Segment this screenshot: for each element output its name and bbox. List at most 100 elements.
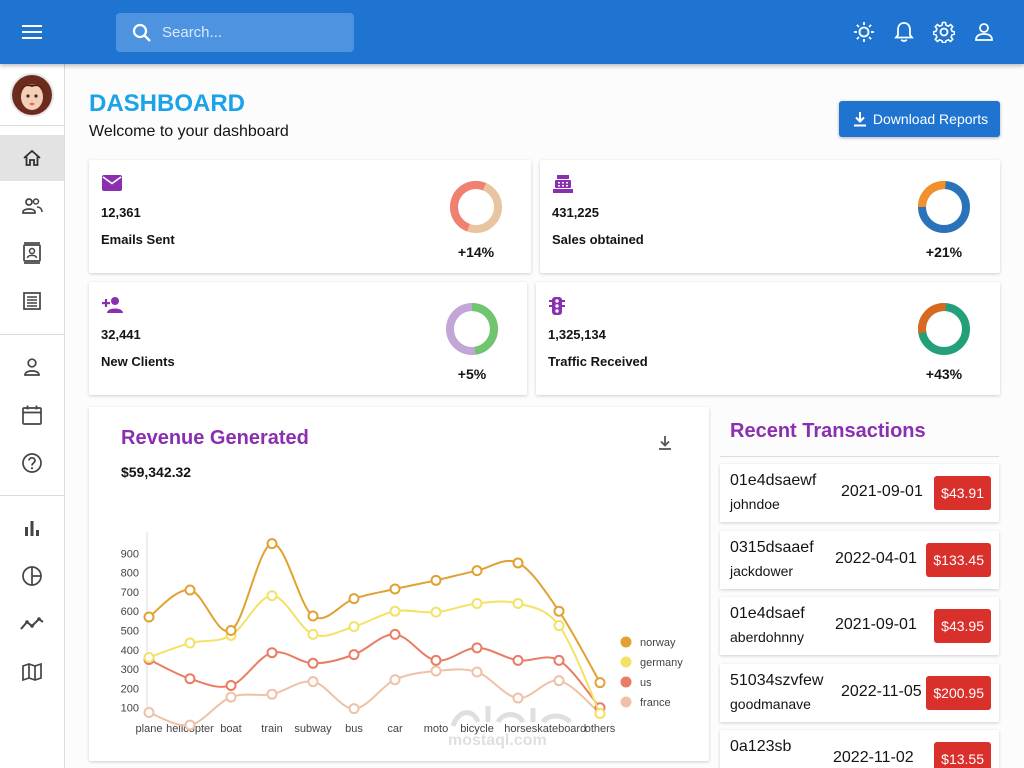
stat-percent: +43% bbox=[925, 366, 963, 382]
y-tick-label: 400 bbox=[121, 645, 139, 657]
sidebar-item-calendar[interactable] bbox=[0, 392, 64, 438]
stat-value: 12,361 bbox=[101, 205, 141, 220]
people-icon bbox=[22, 198, 43, 214]
sidebar-item-dashboard[interactable] bbox=[0, 135, 64, 181]
download-reports-button[interactable]: Download Reports bbox=[839, 101, 1000, 137]
stat-percent: +14% bbox=[457, 244, 495, 260]
sidebar-item-profile[interactable] bbox=[0, 344, 64, 390]
legend-swatch-us bbox=[620, 676, 632, 688]
sidebar-item-line-chart[interactable] bbox=[0, 601, 64, 647]
x-tick-label: plane bbox=[136, 723, 163, 735]
x-tick-label: subway bbox=[294, 723, 332, 735]
stat-label: New Clients bbox=[101, 354, 175, 369]
data-point-germany bbox=[471, 597, 483, 609]
avatar[interactable] bbox=[10, 73, 54, 117]
transaction-user: aberdohnny bbox=[730, 629, 804, 645]
download-icon bbox=[853, 112, 866, 127]
user-icon bbox=[975, 23, 993, 41]
search-input[interactable] bbox=[162, 24, 332, 41]
revenue-download-button[interactable] bbox=[655, 433, 675, 458]
data-point-norway bbox=[348, 593, 360, 605]
x-tick-label: car bbox=[387, 723, 403, 735]
data-point-norway bbox=[266, 538, 278, 550]
data-point-france bbox=[471, 666, 483, 678]
home-icon bbox=[23, 149, 41, 166]
revenue-card: Revenue Generated $59,342.32 100 200 300 40… bbox=[89, 407, 709, 761]
sidebar-item-pie-chart[interactable] bbox=[0, 553, 64, 599]
data-point-france bbox=[225, 691, 237, 703]
person-icon bbox=[24, 358, 40, 376]
email-icon bbox=[102, 175, 122, 191]
revenue-line-chart: 100200300400500600700800900planehelicopt… bbox=[121, 532, 683, 735]
theme-toggle-button[interactable] bbox=[852, 18, 876, 46]
transaction-row[interactable]: 01e4dsaef aberdohnny 2021-09-01 $43.95 bbox=[720, 597, 999, 655]
data-point-norway bbox=[389, 583, 401, 595]
data-point-norway bbox=[512, 557, 524, 569]
sidebar-item-faq[interactable] bbox=[0, 440, 64, 486]
legend-swatch-norway bbox=[620, 636, 632, 648]
transaction-date: 2021-09-01 bbox=[841, 483, 923, 500]
data-point-norway bbox=[430, 574, 442, 586]
settings-button[interactable] bbox=[932, 18, 956, 46]
transaction-row[interactable]: 01e4dsaewf johndoe 2021-09-01 $43.91 bbox=[720, 464, 999, 522]
download-reports-label: Download Reports bbox=[872, 111, 989, 127]
notifications-button[interactable] bbox=[892, 18, 916, 46]
data-point-germany bbox=[184, 637, 196, 649]
stat-label: Emails Sent bbox=[101, 232, 175, 247]
search-icon bbox=[132, 23, 151, 42]
data-point-germany bbox=[348, 621, 360, 633]
x-tick-label: boat bbox=[220, 723, 241, 735]
profile-button[interactable] bbox=[972, 18, 996, 46]
sun-icon bbox=[854, 22, 874, 42]
page-subtitle: Welcome to your dashboard bbox=[89, 123, 289, 140]
bell-icon bbox=[894, 22, 914, 42]
legend-label-norway: norway bbox=[640, 637, 676, 649]
data-point-france bbox=[184, 719, 196, 731]
transaction-date: 2022-11-02 bbox=[833, 749, 914, 766]
data-point-norway bbox=[307, 610, 319, 622]
x-tick-label: horse bbox=[504, 723, 532, 735]
transaction-date: 2021-09-01 bbox=[835, 616, 917, 633]
sidebar-item-contacts[interactable] bbox=[0, 230, 64, 276]
menu-icon bbox=[22, 25, 42, 39]
transaction-row[interactable]: 0315dsaaef jackdower 2022-04-01 $133.45 bbox=[720, 531, 999, 589]
data-point-germany bbox=[307, 628, 319, 640]
stat-card-traffic: 1,325,134 Traffic Received +43% bbox=[536, 282, 1000, 395]
sidebar-item-geography[interactable] bbox=[0, 649, 64, 695]
transactions-title: Recent Transactions bbox=[730, 420, 926, 442]
sidebar-item-team[interactable] bbox=[0, 183, 64, 229]
data-point-us bbox=[389, 628, 401, 640]
transaction-id: 0315dsaaef bbox=[730, 539, 814, 556]
y-tick-label: 800 bbox=[121, 568, 139, 580]
legend-label-france: france bbox=[640, 697, 671, 709]
transaction-date: 2022-11-05 bbox=[841, 683, 922, 700]
watermark-logo bbox=[450, 706, 572, 727]
menu-button[interactable] bbox=[18, 18, 46, 46]
watermark-text: mostaql.com bbox=[448, 732, 547, 749]
receipt-icon bbox=[23, 292, 41, 310]
y-tick-label: 300 bbox=[121, 664, 139, 676]
legend-label-germany: germany bbox=[640, 657, 683, 669]
data-point-france bbox=[266, 688, 278, 700]
stat-value: 1,325,134 bbox=[548, 327, 606, 342]
data-point-us bbox=[184, 673, 196, 685]
stat-card-emails: 12,361 Emails Sent +14% bbox=[89, 160, 531, 273]
x-tick-label: others bbox=[585, 723, 616, 735]
sidebar-item-invoices[interactable] bbox=[0, 278, 64, 324]
progress-ring bbox=[918, 303, 970, 355]
data-point-us bbox=[225, 680, 237, 692]
x-tick-label: bicycle bbox=[460, 723, 494, 735]
transaction-row[interactable]: 0a123sb 2022-11-02 $13.55 bbox=[720, 730, 999, 768]
transaction-id: 01e4dsaewf bbox=[730, 472, 817, 489]
stat-label: Sales obtained bbox=[552, 232, 644, 247]
transaction-id: 0a123sb bbox=[730, 738, 792, 755]
stat-label: Traffic Received bbox=[548, 354, 648, 369]
sidebar-item-bar-chart[interactable] bbox=[0, 505, 64, 551]
data-point-france bbox=[389, 674, 401, 686]
transaction-user: goodmanave bbox=[730, 696, 811, 712]
data-point-us bbox=[348, 649, 360, 661]
transaction-row[interactable]: 51034szvfew goodmanave 2022-11-05 $200.9… bbox=[720, 664, 999, 722]
traffic-icon bbox=[549, 297, 565, 315]
y-tick-label: 100 bbox=[121, 703, 139, 715]
y-tick-label: 200 bbox=[121, 683, 139, 695]
